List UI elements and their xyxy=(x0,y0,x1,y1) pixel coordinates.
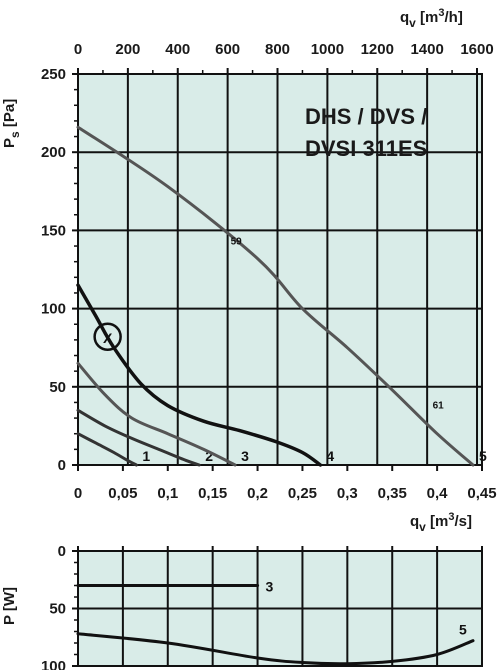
curve-label-5: 5 xyxy=(479,448,487,464)
ps-unit: [Pa] xyxy=(1,99,18,132)
pressure-curve-5 xyxy=(76,125,475,467)
y-tick-label: 150 xyxy=(41,222,66,239)
operating-point-label: X xyxy=(103,330,113,346)
power-y-axis-label: P [W] xyxy=(1,587,18,625)
pressure-curve-4 xyxy=(76,283,323,467)
top-tick-label: 1600 xyxy=(460,41,493,58)
svg-text:P [W]: P [W] xyxy=(1,587,18,625)
y-tick-label: 50 xyxy=(49,379,66,396)
top-tick-label: 0 xyxy=(74,41,82,58)
pressure-grid xyxy=(78,74,482,465)
x-tick-label: 0,35 xyxy=(378,485,407,502)
top-tick-label: 1400 xyxy=(410,41,443,58)
power-curve-5 xyxy=(76,632,475,666)
power-curve-label-5: 5 xyxy=(459,622,467,638)
flow-mh-axis-label: qv [m3/h] xyxy=(400,7,463,30)
power-grid xyxy=(78,551,482,666)
x-tick-label: 0,45 xyxy=(467,485,496,502)
ps-main: P xyxy=(1,138,18,148)
top-tick-label: 1200 xyxy=(361,41,394,58)
curve-label-2: 2 xyxy=(205,448,213,464)
curve-label-3: 3 xyxy=(241,448,249,464)
curve-label-1: 1 xyxy=(142,448,150,464)
svg-text:Ps [Pa]: Ps [Pa] xyxy=(1,99,22,148)
power-y-tick-label: 50 xyxy=(49,601,66,618)
top-tick-label: 200 xyxy=(115,41,140,58)
pressure-curves: 1 2 3 4 5 59 61 X xyxy=(76,125,487,467)
y-tick-label: 250 xyxy=(41,66,66,83)
x-tick-label: 0,1 xyxy=(157,485,178,502)
top-tick-label: 400 xyxy=(165,41,190,58)
annotation-61: 61 xyxy=(433,401,445,412)
pressure-curve-3 xyxy=(76,361,237,467)
y-tick-label: 100 xyxy=(41,301,66,318)
power-curves: 35 xyxy=(76,579,475,666)
x-tick-label: 0 xyxy=(74,485,82,502)
pressure-plot-area xyxy=(77,73,483,466)
top-tick-label: 1000 xyxy=(311,41,344,58)
y-tick-label: 200 xyxy=(41,144,66,161)
chart-title-line-1: DHS / DVS / xyxy=(305,104,427,129)
annotation-59: 59 xyxy=(231,236,243,247)
power-axis-ticks: 0 50 100 xyxy=(41,543,483,670)
x-tick-label: 0,15 xyxy=(198,485,227,502)
pressure-curve-2 xyxy=(76,408,201,467)
y-tick-label: 0 xyxy=(58,457,66,474)
curve-label-4: 4 xyxy=(326,448,334,464)
power-curve-label-3: 3 xyxy=(266,579,274,595)
flow-ms-axis-label: qv [m3/s] xyxy=(410,511,472,534)
pressure-curve-1 xyxy=(76,432,138,467)
ps-sub: s xyxy=(8,131,22,138)
power-y-tick-label: 0 xyxy=(58,543,66,560)
operating-point-marker xyxy=(93,322,122,352)
pressure-y-axis-label: Ps [Pa] xyxy=(1,99,22,148)
x-tick-label: 0,25 xyxy=(288,485,317,502)
x-tick-label: 0,4 xyxy=(427,485,449,502)
power-y-tick-label: 100 xyxy=(41,658,66,670)
x-tick-label: 0,05 xyxy=(108,485,137,502)
top-tick-label: 800 xyxy=(265,41,290,58)
x-tick-label: 0,2 xyxy=(247,485,268,502)
top-tick-label: 600 xyxy=(215,41,240,58)
pressure-axis-ticks: 0 200 400 600 800 1000 1200 1400 160005010015020… xyxy=(41,41,497,502)
chart-title-line-2: DVSI 311ES xyxy=(305,136,427,161)
x-tick-label: 0,3 xyxy=(337,485,358,502)
